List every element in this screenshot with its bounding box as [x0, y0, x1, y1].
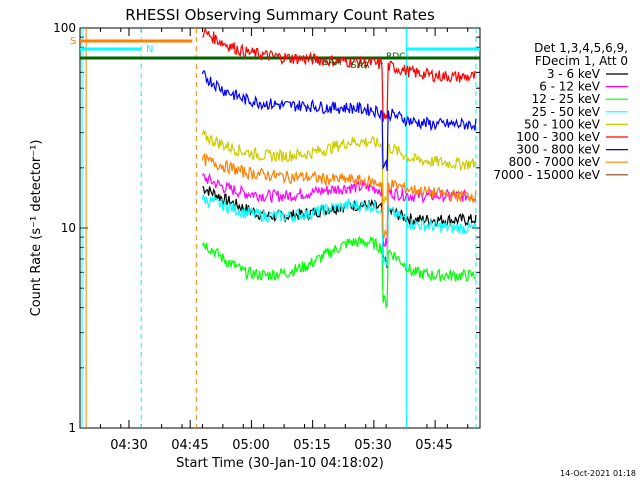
legend-label: 25 - 50 keV: [532, 105, 601, 119]
legend-label: 6 - 12 keV: [539, 80, 601, 94]
series-6-12kev: [201, 172, 477, 247]
vertical-markers: [81, 28, 477, 428]
legend-label: 800 - 7000 keV: [509, 155, 601, 169]
annotation-n: N: [146, 44, 153, 55]
series-50-100kev: [201, 128, 477, 205]
series-12-25kev: [201, 235, 476, 310]
flag-bars: [80, 39, 480, 60]
annotation-r: R: [377, 57, 383, 67]
footer-timestamp: 14-Oct-2021 01:18: [560, 469, 636, 478]
legend-label: 12 - 25 keV: [532, 92, 601, 106]
legend-label: 300 - 800 keV: [516, 143, 600, 157]
data-series: [201, 27, 477, 310]
x-tick-label: 05:45: [415, 438, 452, 453]
x-axis-label: Start Time (30-Jan-10 04:18:02): [176, 456, 384, 471]
legend-label: 50 - 100 keV: [524, 117, 601, 131]
series-25-50kev: [201, 194, 477, 267]
annotation-saa: SAA: [323, 58, 342, 68]
x-tick-label: 05:15: [293, 438, 330, 453]
legend-label: 100 - 300 keV: [516, 130, 600, 144]
y-tick-label: 10: [61, 221, 76, 235]
x-tick-label: 04:30: [110, 438, 147, 453]
y-axis-label: Count Rate (s⁻¹ detector⁻¹): [29, 140, 44, 317]
y-tick-label: 1: [68, 421, 76, 435]
series-300-800kev: [201, 70, 477, 172]
annotation-s: S: [70, 36, 76, 47]
series-800-7000kev: [201, 152, 477, 240]
x-tick-label: 05:30: [354, 438, 391, 453]
chart-title: RHESSI Observing Summary Count Rates: [125, 6, 435, 24]
legend-header: FDecim 1, Att 0: [535, 54, 628, 68]
x-tick-label: 05:00: [232, 438, 269, 453]
annotation-rdc: RDC: [386, 52, 405, 62]
x-tick-label: 04:45: [171, 438, 208, 453]
series-3-6kev: [202, 186, 477, 268]
legend-header: Det 1,3,4,5,6,9,: [534, 41, 628, 55]
legend-label: 7000 - 15000 keV: [493, 168, 600, 182]
series-100-300kev: [202, 27, 477, 122]
annotation-saa: SAA: [351, 61, 370, 71]
legend-label: 3 - 6 keV: [547, 67, 601, 81]
y-tick-label: 100: [53, 21, 76, 35]
